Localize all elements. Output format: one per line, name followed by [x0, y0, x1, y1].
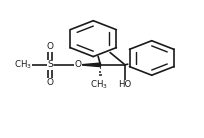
Text: HO: HO	[118, 80, 131, 89]
Text: S: S	[47, 60, 53, 69]
Text: O: O	[47, 78, 53, 87]
Text: O: O	[74, 60, 81, 69]
Text: CH$_3$: CH$_3$	[90, 79, 108, 91]
Polygon shape	[80, 63, 100, 67]
Text: CH$_3$: CH$_3$	[13, 59, 31, 71]
Text: O: O	[47, 42, 53, 51]
